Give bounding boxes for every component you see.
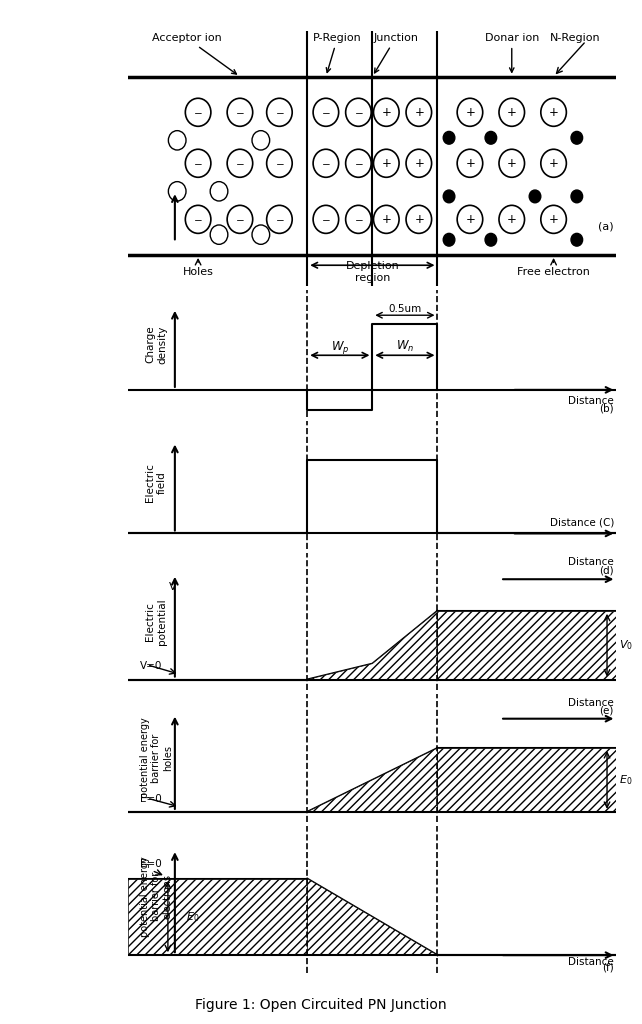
- Circle shape: [571, 131, 583, 144]
- Text: E=0: E=0: [140, 859, 162, 869]
- Text: $V_0$: $V_0$: [619, 638, 632, 652]
- Text: $E_0$: $E_0$: [619, 773, 632, 786]
- Text: $-$: $-$: [354, 159, 363, 168]
- Text: Distance: Distance: [568, 396, 614, 407]
- Text: $-$: $-$: [235, 108, 245, 118]
- Text: $+$: $+$: [465, 105, 475, 119]
- Text: Distance (C): Distance (C): [550, 517, 614, 527]
- Polygon shape: [437, 749, 616, 812]
- Text: Figure 1: Open Circuited PN Junction: Figure 1: Open Circuited PN Junction: [195, 997, 447, 1012]
- Text: Acceptor ion: Acceptor ion: [152, 33, 236, 74]
- Circle shape: [571, 233, 583, 246]
- Text: $-$: $-$: [354, 108, 363, 118]
- Circle shape: [443, 190, 455, 203]
- Polygon shape: [308, 611, 437, 680]
- Text: $+$: $+$: [413, 105, 424, 119]
- Text: $+$: $+$: [381, 157, 392, 170]
- Text: V=0: V=0: [140, 660, 162, 671]
- Text: $+$: $+$: [381, 213, 392, 226]
- Polygon shape: [128, 879, 308, 955]
- Text: $-$: $-$: [321, 108, 331, 118]
- Text: Distance: Distance: [568, 698, 614, 708]
- Text: Free electron: Free electron: [517, 267, 590, 278]
- Text: $W_p$: $W_p$: [331, 339, 349, 356]
- Circle shape: [529, 190, 541, 203]
- Text: potential energy
barrier for
holes: potential energy barrier for holes: [140, 718, 173, 799]
- Text: $+$: $+$: [548, 213, 559, 226]
- Text: Depletion
region: Depletion region: [345, 261, 399, 283]
- Text: $-$: $-$: [275, 108, 284, 118]
- Text: (d): (d): [600, 566, 614, 575]
- Text: Electric
field: Electric field: [146, 463, 167, 502]
- Circle shape: [485, 131, 497, 144]
- Text: (a): (a): [598, 221, 614, 231]
- Text: $E_0$: $E_0$: [186, 910, 200, 924]
- Circle shape: [571, 190, 583, 203]
- Text: $-$: $-$: [354, 214, 363, 224]
- Text: 0.5um: 0.5um: [388, 303, 422, 313]
- Text: $+$: $+$: [548, 105, 559, 119]
- Text: Donar ion: Donar ion: [485, 33, 539, 73]
- Text: E=0: E=0: [140, 794, 162, 804]
- Circle shape: [485, 233, 497, 246]
- Polygon shape: [308, 749, 437, 812]
- Text: $-$: $-$: [275, 159, 284, 168]
- Text: $-$: $-$: [193, 108, 203, 118]
- Text: $+$: $+$: [381, 105, 392, 119]
- Text: P-Region: P-Region: [313, 33, 362, 73]
- Text: (f): (f): [602, 963, 614, 973]
- Text: $+$: $+$: [413, 157, 424, 170]
- Text: Electric
potential: Electric potential: [146, 598, 167, 645]
- Text: $-$: $-$: [321, 214, 331, 224]
- Polygon shape: [308, 879, 437, 955]
- Text: $W_n$: $W_n$: [395, 339, 414, 354]
- Text: $-$: $-$: [321, 159, 331, 168]
- Circle shape: [443, 233, 455, 246]
- Circle shape: [443, 131, 455, 144]
- Text: Distance: Distance: [568, 956, 614, 967]
- Text: $+$: $+$: [507, 157, 517, 170]
- Text: N-Region: N-Region: [550, 33, 600, 43]
- Text: potential energy
barrier for
electrons: potential energy barrier for electrons: [140, 856, 173, 937]
- Text: $-$: $-$: [275, 214, 284, 224]
- Text: $-$: $-$: [235, 214, 245, 224]
- Text: $+$: $+$: [465, 157, 475, 170]
- Text: (b): (b): [600, 403, 614, 414]
- Text: Charge
density: Charge density: [146, 326, 167, 364]
- Text: $-$: $-$: [235, 159, 245, 168]
- Text: V: V: [169, 582, 177, 592]
- Text: Holes: Holes: [183, 267, 214, 278]
- Text: $+$: $+$: [465, 213, 475, 226]
- Text: Distance: Distance: [568, 557, 614, 567]
- Text: (e): (e): [600, 706, 614, 716]
- Text: $-$: $-$: [193, 214, 203, 224]
- Text: $+$: $+$: [413, 213, 424, 226]
- Text: Junction: Junction: [373, 33, 418, 73]
- Text: $+$: $+$: [548, 157, 559, 170]
- Text: $+$: $+$: [507, 213, 517, 226]
- Text: $-$: $-$: [193, 159, 203, 168]
- Text: $+$: $+$: [507, 105, 517, 119]
- Polygon shape: [437, 611, 616, 680]
